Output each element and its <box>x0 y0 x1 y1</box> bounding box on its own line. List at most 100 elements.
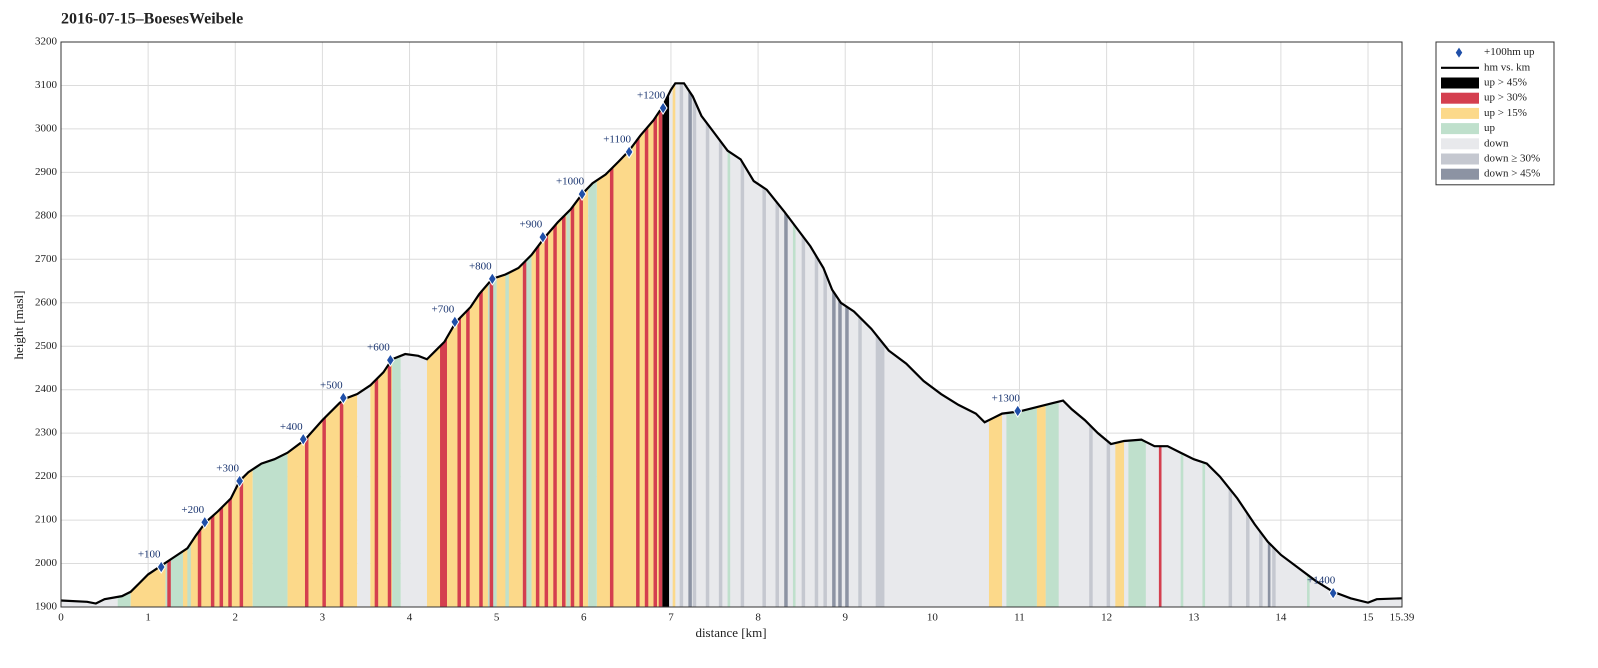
gradient-stripe <box>440 83 448 607</box>
gradient-stripe <box>566 83 570 607</box>
marker-label: +100 <box>138 549 161 561</box>
marker-label: +1100 <box>603 133 631 145</box>
y-tick-label: 2900 <box>35 166 58 178</box>
gradient-stripe <box>1158 83 1162 607</box>
gradient-stripe <box>228 83 232 607</box>
gradient-stripe <box>496 83 523 607</box>
gradient-stripe <box>304 83 309 607</box>
legend-swatch <box>1441 153 1479 165</box>
gradient-stripe <box>801 83 806 607</box>
gradient-stripe <box>636 83 640 607</box>
marker <box>385 353 395 368</box>
x-tick-label: 10 <box>927 612 939 624</box>
legend-marker <box>1455 47 1463 58</box>
x-tick-label: 11 <box>1014 612 1025 624</box>
gradient-stripe <box>522 83 532 607</box>
gradient-stripe <box>165 83 183 607</box>
marker <box>658 101 668 115</box>
gradient-stripe <box>705 83 710 607</box>
y-tick-label: 2500 <box>35 340 58 352</box>
gradient-stripe <box>562 83 566 607</box>
gradient-stripe <box>718 83 723 607</box>
legend-label: +100hm up <box>1484 46 1535 58</box>
gradient-stripe <box>570 83 575 607</box>
y-tick-label: 2100 <box>35 514 58 526</box>
gradient-stripe <box>609 83 614 607</box>
gradient-stripe <box>522 83 527 607</box>
gradient-stripe <box>553 83 557 607</box>
y-tick-label: 2400 <box>35 383 58 395</box>
marker <box>577 187 587 202</box>
gradient-stripe <box>535 83 540 607</box>
stripes <box>61 83 1402 607</box>
marker <box>156 560 166 574</box>
gradient-stripe <box>374 83 379 607</box>
gradient-stripe <box>988 83 1003 607</box>
gradient-stripe <box>644 83 649 607</box>
marker-label: +700 <box>431 303 454 315</box>
gradient-stripe <box>658 83 663 607</box>
marker <box>624 145 634 159</box>
gradient-stripe <box>1106 83 1111 607</box>
legend-label: hm vs. km <box>1484 61 1531 73</box>
y-tick-label: 2600 <box>35 296 58 308</box>
gradient-stripe <box>489 83 494 607</box>
x-tick-label: 4 <box>407 612 413 624</box>
x-tick-label: 13 <box>1188 612 1200 624</box>
gradient-stripe <box>875 83 885 607</box>
gradient-stripe <box>1089 83 1093 607</box>
gradient-stripe <box>1128 83 1146 607</box>
x-axis-label: distance [km] <box>695 625 766 640</box>
gradient-stripe <box>679 83 684 607</box>
x-tick-label: 14 <box>1275 612 1287 624</box>
gradient-stripe <box>727 83 731 607</box>
marker-label: +900 <box>519 219 542 231</box>
gradient-stripe <box>252 83 288 607</box>
y-tick-label: 2300 <box>35 427 58 439</box>
gradient-stripe <box>688 83 692 607</box>
marker <box>1013 404 1023 418</box>
gradient-stripe <box>322 83 326 607</box>
gradient-stripe <box>1180 83 1184 607</box>
y-tick-label: 1900 <box>35 601 58 613</box>
gradient-stripe <box>596 83 663 607</box>
gradient-stripe <box>662 83 670 607</box>
gradient-stripe <box>762 83 766 607</box>
x-tick-label: 7 <box>668 612 674 624</box>
legend-label: down <box>1484 137 1509 149</box>
x-tick-label: 12 <box>1101 612 1112 624</box>
gradient-stripe <box>1006 83 1037 607</box>
y-tick-label: 3000 <box>35 122 58 134</box>
y-tick-label: 2800 <box>35 209 58 221</box>
gradient-stripe <box>479 83 483 607</box>
gradient-stripe <box>653 83 657 607</box>
gradient-stripe <box>387 83 392 607</box>
x-tick-label: 9 <box>842 612 848 624</box>
marker <box>450 314 460 329</box>
marker-label: +800 <box>469 260 492 272</box>
gradient-stripe <box>845 83 849 607</box>
gradient-stripe <box>167 83 171 607</box>
marker <box>1328 586 1338 601</box>
x-tick-label: 8 <box>755 612 761 624</box>
marker <box>338 391 348 405</box>
gradient-stripe <box>1259 83 1263 607</box>
legend-swatch <box>1441 107 1479 119</box>
gradient-stripe <box>775 83 779 607</box>
legend-swatch <box>1441 123 1479 135</box>
y-tick-label: 3100 <box>35 79 58 91</box>
x-tick-label: 1 <box>145 612 151 624</box>
marker-label: +500 <box>320 379 343 391</box>
y-tick-label: 2700 <box>35 253 58 265</box>
gradient-stripe <box>692 83 697 607</box>
gradient-stripe <box>117 83 131 607</box>
gradient-stripe <box>1045 83 1059 607</box>
axes-box <box>60 41 1403 608</box>
gradient-stripe <box>457 83 461 607</box>
gradient-stripe <box>239 83 244 607</box>
x-tick-label: 5 <box>494 612 500 624</box>
marker <box>298 432 308 447</box>
gradient-stripe <box>1202 83 1206 607</box>
marker-label: +600 <box>367 342 390 354</box>
